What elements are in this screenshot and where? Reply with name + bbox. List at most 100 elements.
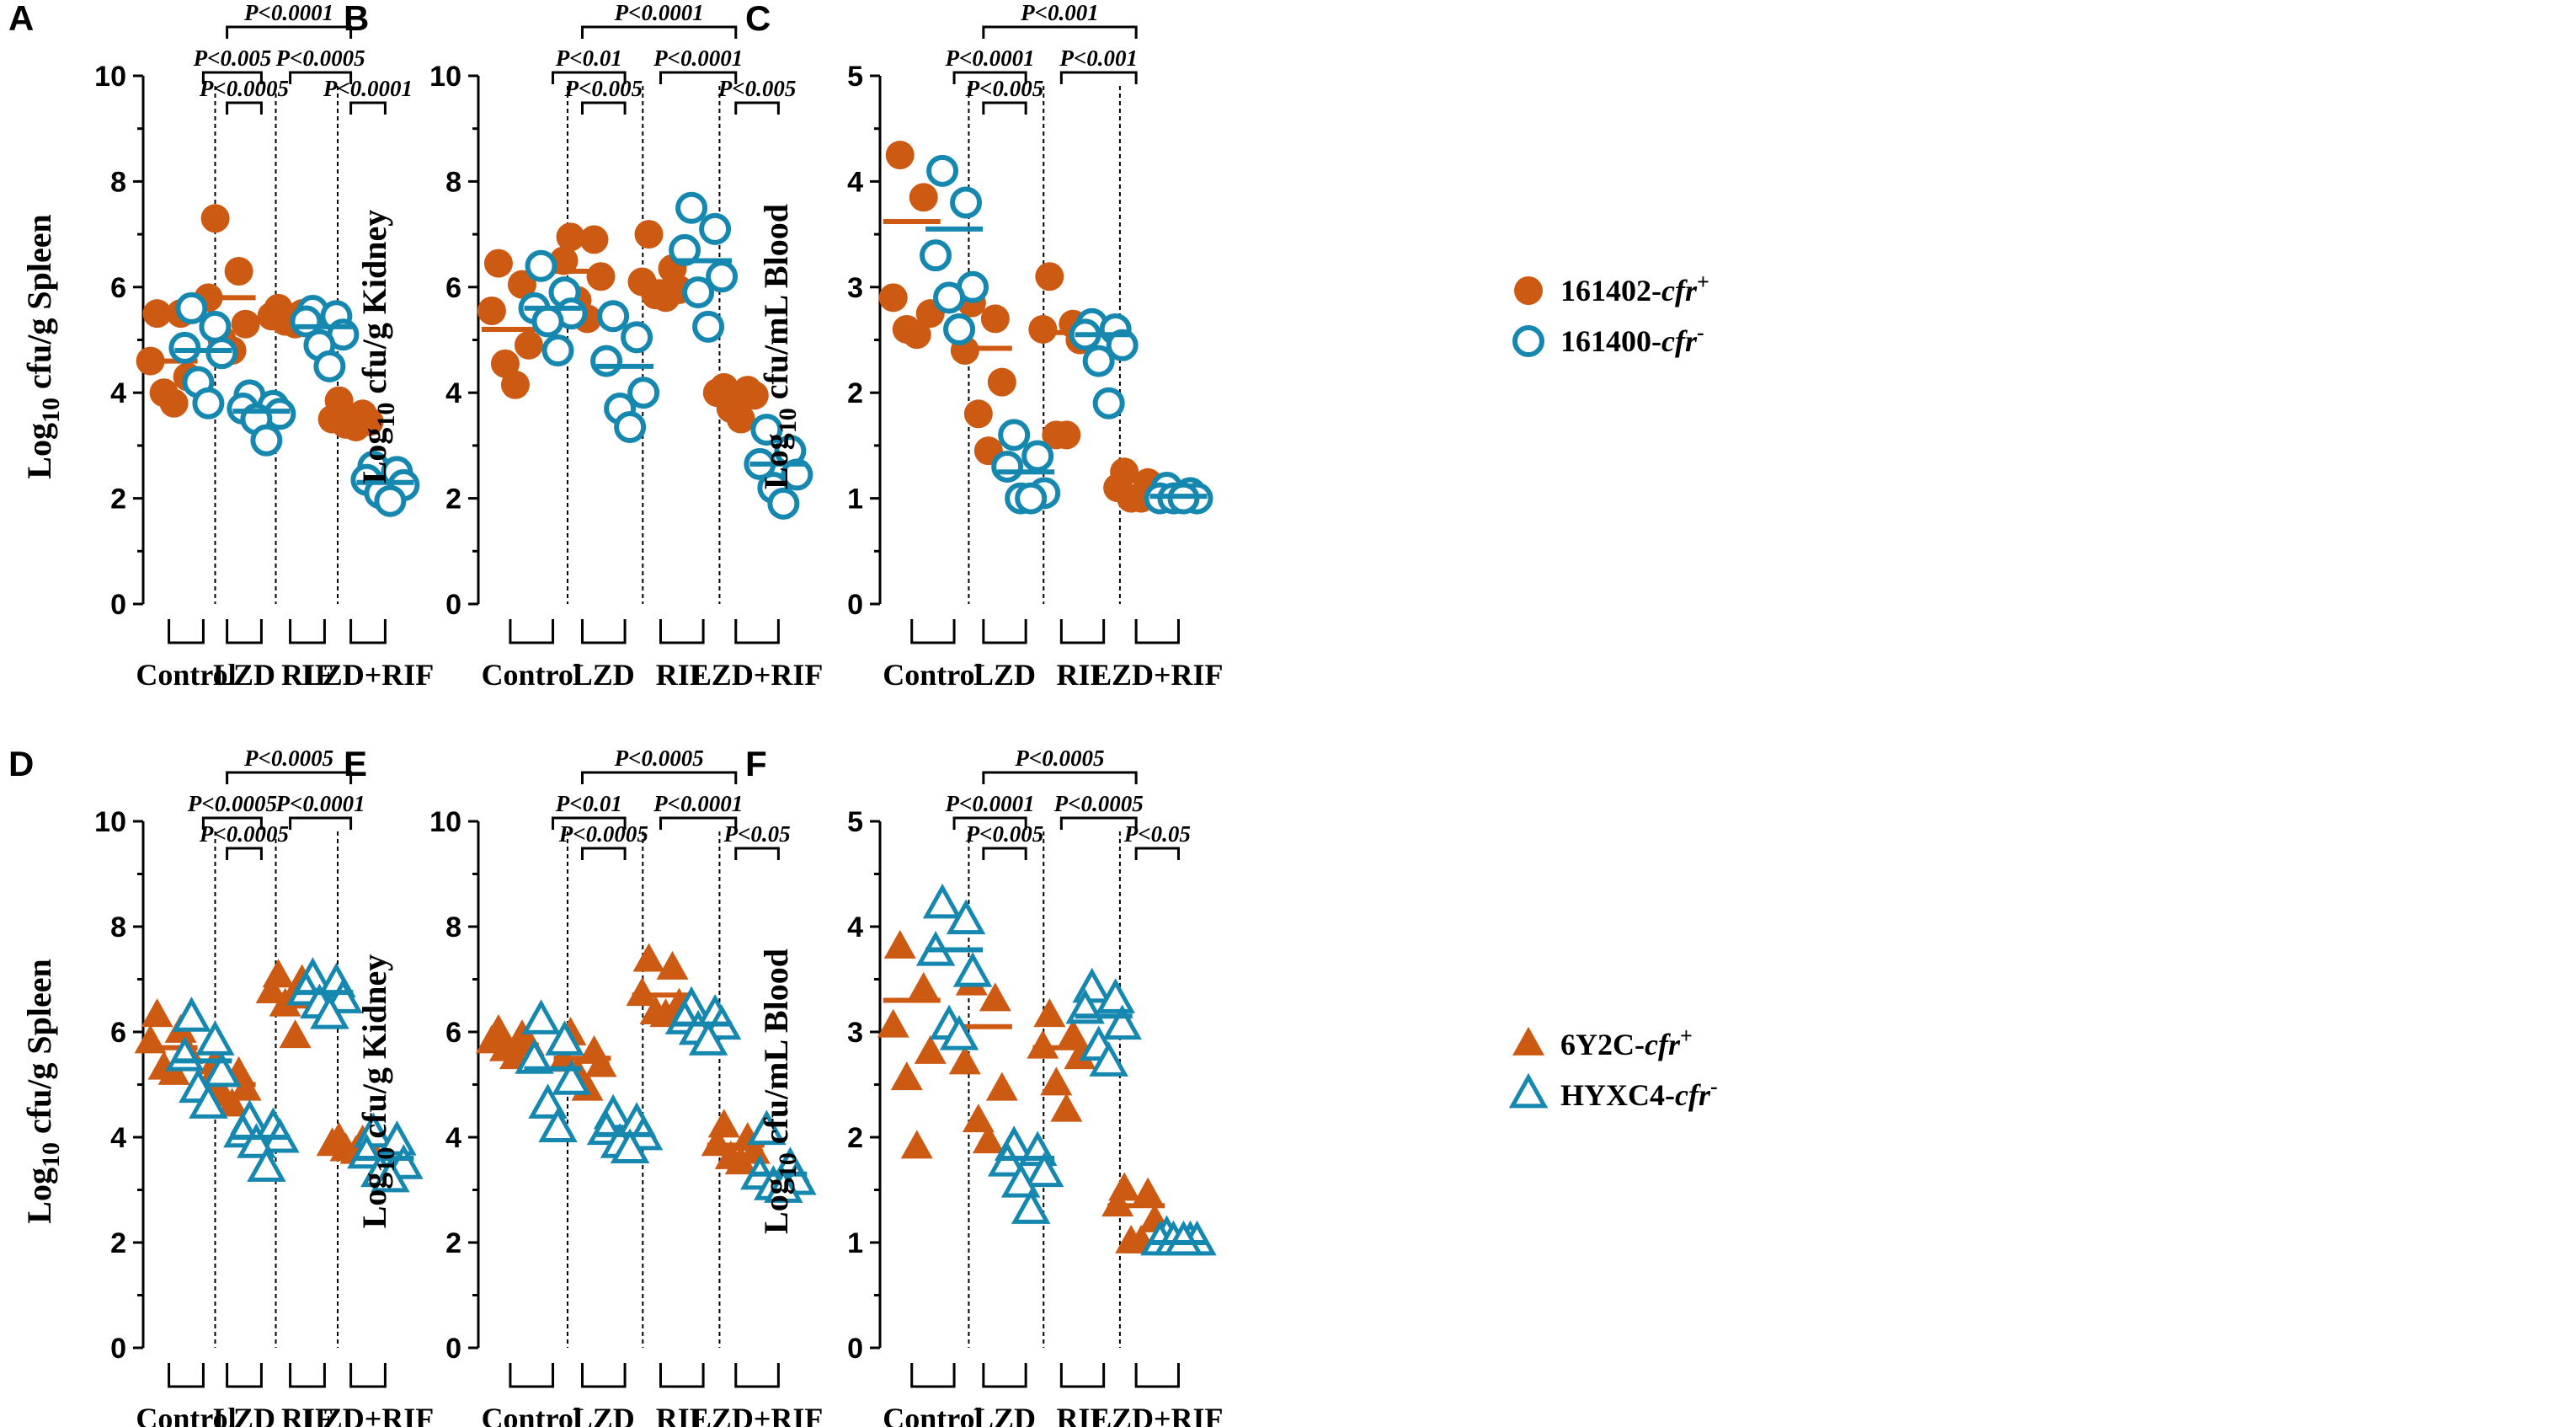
y-label-sub: 10 bbox=[372, 403, 400, 428]
legend-marker bbox=[1514, 276, 1543, 305]
data-point bbox=[202, 1051, 242, 1088]
y-axis-label: Log10 cfu/g Kidney bbox=[355, 210, 400, 484]
data-point bbox=[1052, 420, 1081, 450]
data-point bbox=[377, 1120, 417, 1156]
legend-gene: cfr bbox=[1675, 1078, 1711, 1112]
data-point bbox=[507, 270, 536, 299]
data-point bbox=[726, 404, 755, 434]
legend-name: 6Y2C- bbox=[1560, 1028, 1645, 1061]
y-tick-label: 2 bbox=[445, 1227, 461, 1259]
data-point bbox=[199, 310, 232, 343]
data-point bbox=[195, 1020, 235, 1056]
data-point bbox=[948, 1045, 981, 1075]
data-point bbox=[279, 1019, 312, 1049]
data-point bbox=[483, 249, 513, 278]
data-point bbox=[1096, 978, 1135, 1013]
significance-bracket bbox=[1059, 816, 1138, 830]
legend-label: 6Y2C-cfr+ bbox=[1560, 1023, 1693, 1061]
data-point bbox=[890, 1061, 923, 1091]
p-value-label: P<0.0001 bbox=[614, 0, 704, 25]
y-tick-label: 0 bbox=[110, 1333, 126, 1365]
data-point bbox=[269, 987, 301, 1017]
y-tick-label: 0 bbox=[445, 1333, 461, 1365]
group-bracket bbox=[168, 1363, 205, 1388]
data-point bbox=[590, 345, 623, 377]
group-bracket bbox=[509, 1363, 555, 1388]
data-point bbox=[556, 222, 585, 252]
y-axis-label: Log10 cfu/mL Blood bbox=[757, 204, 802, 489]
group-label: Control bbox=[883, 1402, 983, 1427]
data-point bbox=[669, 233, 701, 266]
data-point bbox=[531, 305, 564, 338]
data-point bbox=[231, 309, 260, 339]
group-bracket bbox=[910, 1363, 956, 1388]
panel-label: B bbox=[344, 0, 369, 38]
data-point bbox=[750, 414, 783, 446]
data-point bbox=[1072, 967, 1112, 1003]
significance-bracket bbox=[659, 816, 738, 830]
data-point bbox=[651, 283, 680, 313]
p-value-label: P<0.0005 bbox=[558, 821, 648, 847]
legend-gene: cfr bbox=[1645, 1028, 1681, 1061]
panel-label: C bbox=[745, 0, 771, 38]
group-label: LZD+RIF bbox=[691, 658, 824, 692]
group-bracket bbox=[226, 1363, 263, 1388]
data-point bbox=[701, 1127, 733, 1157]
y-tick-label: 10 bbox=[94, 806, 126, 838]
significance-bracket bbox=[581, 771, 738, 784]
data-point bbox=[371, 1157, 410, 1193]
y-tick-label: 0 bbox=[110, 589, 126, 621]
data-point bbox=[610, 1128, 650, 1164]
data-point bbox=[909, 183, 938, 212]
data-point bbox=[979, 982, 1011, 1012]
y-tick-label: 6 bbox=[110, 272, 126, 304]
group-bracket bbox=[659, 1363, 705, 1388]
data-point bbox=[250, 424, 283, 457]
y-tick-label: 2 bbox=[847, 377, 863, 409]
group-bracket bbox=[581, 1363, 627, 1388]
data-point bbox=[883, 929, 916, 959]
data-point bbox=[962, 1104, 995, 1133]
data-point bbox=[632, 943, 665, 972]
p-value-label: P<0.001 bbox=[1020, 0, 1099, 25]
y-tick-label: 0 bbox=[445, 589, 461, 621]
data-point bbox=[926, 154, 959, 187]
significance-bracket bbox=[201, 816, 263, 830]
p-value-label: P<0.05 bbox=[723, 821, 791, 847]
data-point bbox=[1033, 998, 1066, 1028]
data-point bbox=[1028, 314, 1058, 344]
p-value-label: P<0.005 bbox=[965, 821, 1044, 847]
data-point bbox=[877, 1008, 909, 1038]
y-axis-label: Log10 cfu/mL Blood bbox=[757, 949, 802, 1234]
data-point bbox=[216, 1088, 248, 1117]
group-label: RIF bbox=[656, 658, 708, 692]
p-value-label: P<0.005 bbox=[563, 76, 643, 101]
data-point bbox=[1000, 1162, 1041, 1198]
y-tick-label: 10 bbox=[429, 61, 461, 93]
y-tick-label: 4 bbox=[847, 166, 863, 198]
group-label: RIF bbox=[656, 1402, 708, 1427]
data-point bbox=[1021, 440, 1054, 473]
group-bracket bbox=[289, 619, 326, 644]
data-point bbox=[586, 262, 616, 291]
significance-bracket bbox=[201, 71, 263, 84]
data-point bbox=[682, 276, 715, 309]
p-value-label: P<0.0005 bbox=[1014, 746, 1104, 771]
group-label: LZD+RIF bbox=[302, 1402, 435, 1427]
p-value-label: P<0.005 bbox=[193, 45, 272, 71]
y-axis-label: Log10 cfu/g Kidney bbox=[355, 954, 400, 1229]
y-tick-label: 1 bbox=[847, 484, 863, 516]
y-tick-label: 5 bbox=[847, 61, 863, 93]
data-point bbox=[192, 387, 225, 420]
p-value-label: P<0.0005 bbox=[275, 45, 365, 71]
legend-gene: cfr bbox=[1661, 324, 1698, 358]
panel-label: A bbox=[8, 0, 34, 38]
data-point bbox=[907, 971, 940, 1001]
data-point bbox=[500, 370, 530, 399]
y-label-log: Log bbox=[355, 1173, 393, 1229]
panel-label: D bbox=[8, 744, 34, 783]
group-label: LZD+RIF bbox=[1091, 1402, 1224, 1427]
group-label: Control bbox=[883, 658, 983, 692]
data-point bbox=[172, 997, 211, 1032]
